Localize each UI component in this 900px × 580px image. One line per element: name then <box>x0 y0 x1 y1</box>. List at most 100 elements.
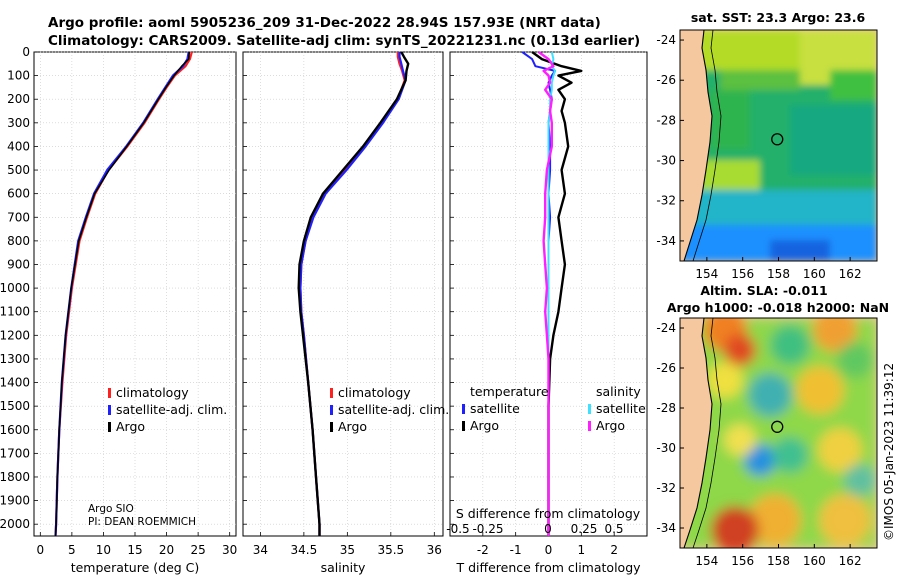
depth-tick-label: 1100 <box>0 305 30 319</box>
sla-map-xtick-label: 158 <box>767 554 790 568</box>
legend-swatch <box>108 388 111 398</box>
salinity-xtick-label: 34 <box>253 543 268 557</box>
difference-series-1 <box>531 51 583 536</box>
depth-tick-label: 1300 <box>0 352 30 366</box>
salinity-xtick-label: 34.5 <box>291 543 318 557</box>
sla-patch <box>748 373 792 417</box>
sla-map-ytick-label: -24 <box>656 321 676 335</box>
sst-patch <box>790 105 877 175</box>
legend-swatch <box>330 405 333 415</box>
legend-label: climatology <box>116 385 189 400</box>
depth-tick-label: 1500 <box>0 399 30 413</box>
legend-swatch <box>462 421 465 431</box>
legend-label: Argo <box>116 419 145 434</box>
legend-label: Argo <box>338 419 367 434</box>
sla-map-ytick-label: -30 <box>656 441 676 455</box>
sla-patch <box>813 318 857 352</box>
sla-patch <box>724 334 756 366</box>
temperature-series-2 <box>54 51 191 537</box>
sla-map-ytick-label: -28 <box>656 401 676 415</box>
sla-map-ytick-label: -26 <box>656 361 676 375</box>
legend-label: satellite-adj. clim. <box>116 402 227 417</box>
depth-tick-label: 200 <box>7 92 30 106</box>
shelf-contour <box>692 30 722 261</box>
depth-tick-label: 1200 <box>0 328 30 342</box>
legend-swatch <box>108 405 111 415</box>
australia-landmass <box>680 30 712 261</box>
sst-patch <box>680 190 877 230</box>
temperature-xtick-label: 30 <box>222 543 237 557</box>
sst-map-argo-marker <box>771 133 784 146</box>
salinity-frame <box>242 51 444 537</box>
difference-top-tick-label: 0.25 <box>571 522 598 536</box>
depth-tick-label: 1800 <box>0 470 30 484</box>
depth-tick-label: 1900 <box>0 494 30 508</box>
legend-label: climatology <box>338 385 411 400</box>
depth-tick-label: 100 <box>7 69 30 83</box>
sla-map-xtick-label: 162 <box>839 554 862 568</box>
difference-top-tick-label: -0.25 <box>472 522 503 536</box>
difference-xtick-label: -2 <box>477 543 489 557</box>
legend-label: satellite-adj. clim. <box>338 402 449 417</box>
coastline <box>683 318 713 548</box>
legend-title-temperature: temperature <box>470 384 549 399</box>
salinity-xtick-label: 36 <box>427 543 442 557</box>
header-line-2: Climatology: CARS2009. Satellite-adj cli… <box>48 33 640 49</box>
depth-tick-label: 1700 <box>0 446 30 460</box>
shelf-contour <box>692 318 722 548</box>
temperature-xtick-label: 15 <box>127 543 142 557</box>
depth-tick-label: 500 <box>7 163 30 177</box>
depth-tick-label: 2000 <box>0 517 30 531</box>
sla-map: Altim. SLA: -0.011 Argo h1000: -0.018 h2… <box>656 283 889 568</box>
depth-tick-label: 1000 <box>0 281 30 295</box>
sla-map-title: Altim. SLA: -0.011 <box>700 283 827 298</box>
temperature-xlabel: temperature (deg C) <box>71 560 200 575</box>
sst-map-ytick-label: -34 <box>656 234 676 248</box>
profile-panel-difference: -2 -1 0 1 2 T difference from climatology S di… <box>446 51 648 575</box>
depth-tick-label: 600 <box>7 187 30 201</box>
sla-patch <box>711 506 759 548</box>
legend-swatch <box>330 422 333 432</box>
sla-patch <box>844 464 876 496</box>
temperature-xtick-label: 5 <box>68 543 76 557</box>
argo-credit: Argo SIO <box>88 503 134 515</box>
pi-credit: PI: DEAN ROEMMICH <box>88 516 196 528</box>
legend-swatch <box>330 388 333 398</box>
difference-xtick-label: 0 <box>545 543 553 557</box>
sst-map-ytick-label: -24 <box>656 33 676 47</box>
sla-map-subtitle: Argo h1000: -0.018 h2000: NaN <box>667 300 889 315</box>
difference-xtick-label: -1 <box>510 543 522 557</box>
difference-xtick-label: 1 <box>578 543 586 557</box>
legend-swatch <box>588 404 591 414</box>
legend-label: Argo <box>470 418 499 433</box>
depth-tick-label: 300 <box>7 116 30 130</box>
salinity-xlabel: salinity <box>321 560 366 575</box>
depth-tick-label: 0 <box>22 45 30 59</box>
sst-map-ytick-label: -32 <box>656 194 676 208</box>
sst-patch <box>770 240 830 261</box>
sla-map-ytick-label: -32 <box>656 481 676 495</box>
difference-series-3 <box>537 51 555 536</box>
sst-map-title: sat. SST: 23.3 Argo: 23.6 <box>691 10 866 25</box>
sst-map: sat. SST: 23.3 Argo: 23.6 154 156 158 160 16… <box>656 10 878 281</box>
difference-top-tick-label: 0 <box>544 522 552 536</box>
sla-map-ytick-label: -34 <box>656 521 676 535</box>
legend-label: Argo <box>596 418 625 433</box>
legend-label: satellite <box>470 401 520 416</box>
sla-map-xtick-label: 160 <box>803 554 826 568</box>
header-line-1: Argo profile: aoml 5905236_209 31-Dec-20… <box>48 15 601 31</box>
difference-xlabel: T difference from climatology <box>455 560 641 575</box>
sla-map-argo-marker <box>771 420 784 433</box>
sla-patch <box>796 366 844 414</box>
sla-patch <box>744 444 776 476</box>
sst-map-ytick-label: -26 <box>656 73 676 87</box>
sla-map-xtick-label: 154 <box>695 554 718 568</box>
sst-map-ytick-label: -30 <box>656 154 676 168</box>
sst-map-xtick-label: 158 <box>767 267 790 281</box>
sst-patch <box>720 70 800 90</box>
salinity-xtick-label: 35.5 <box>377 543 404 557</box>
legend-swatch <box>588 421 591 431</box>
salinity-series-2 <box>297 51 410 536</box>
imos-watermark: ©IMOS 05-Jan-2023 11:39:12 <box>882 363 896 541</box>
